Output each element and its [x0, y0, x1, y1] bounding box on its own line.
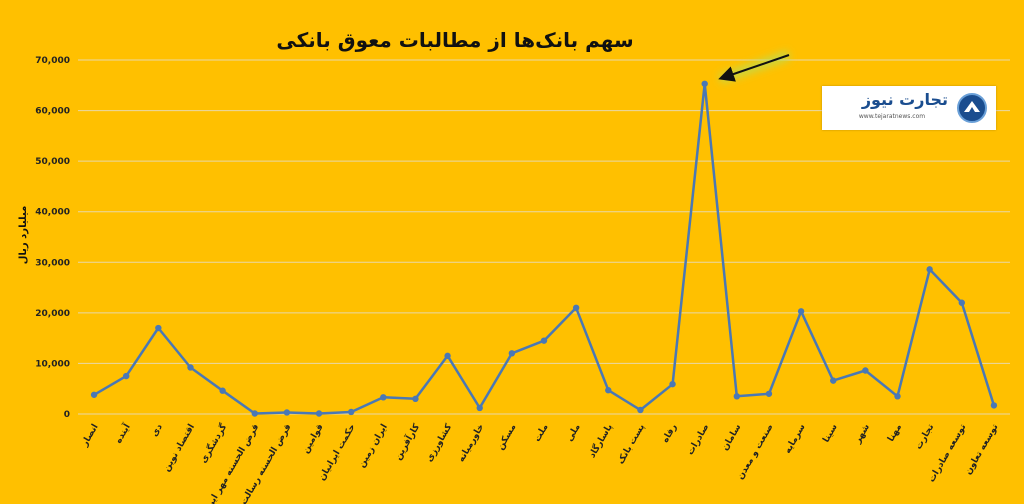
- data-point: [894, 393, 901, 400]
- data-point: [508, 350, 516, 357]
- data-point: [572, 304, 580, 311]
- logo-name: تجارت نیوز: [861, 90, 948, 109]
- x-tick-label: مسکن: [496, 423, 519, 452]
- data-point: [444, 352, 451, 360]
- x-tick-label: خاورمیانه: [457, 422, 487, 463]
- data-point: [701, 80, 708, 87]
- x-tick-label: اقتصاد نوین: [162, 423, 197, 474]
- x-tick-label: سینا: [821, 422, 840, 444]
- x-tick-label: ایران زمین: [357, 423, 390, 470]
- x-tick-label: انصار: [80, 423, 101, 450]
- peak-arrow: [718, 54, 790, 82]
- logo-emblem-icon: [957, 93, 987, 123]
- series-line: [93, 82, 996, 415]
- x-tick-label: سامان: [720, 422, 743, 452]
- x-tick-label: ملی: [565, 423, 583, 444]
- x-tick-label: صادرات: [686, 423, 712, 457]
- x-tick-label: پاسارگاد: [586, 422, 615, 460]
- x-tick-label: سرمایه: [783, 422, 808, 455]
- data-point: [926, 266, 933, 273]
- brand-logo: تجارت نیوز www.tejaratnews.com: [822, 86, 996, 130]
- data-point: [283, 409, 291, 416]
- data-point: [540, 337, 548, 344]
- x-tick-label: گردشگری: [197, 421, 229, 465]
- data-point: [315, 410, 323, 417]
- x-tick-label: مهنا: [886, 423, 904, 444]
- data-point: [830, 377, 837, 384]
- x-tick-label: شهر: [853, 422, 872, 446]
- data-point: [637, 406, 644, 414]
- x-tick-label: رفاه: [661, 423, 680, 445]
- y-tick-label: 20,000: [35, 309, 70, 319]
- data-point: [251, 410, 258, 417]
- data-point: [990, 402, 998, 409]
- data-point: [90, 391, 98, 398]
- data-point: [123, 372, 130, 380]
- data-point: [380, 394, 387, 401]
- y-axis-label: میلیارد ریال: [18, 206, 29, 265]
- data-point: [476, 404, 483, 412]
- y-tick-label: 0: [64, 410, 70, 420]
- y-tick-label: 40,000: [35, 208, 70, 218]
- data-point: [412, 395, 419, 403]
- x-tick-label: تجارت: [914, 423, 936, 452]
- y-tick-label: 10,000: [35, 359, 70, 369]
- chart-title: سهم بانک‌ها از مطالبات معوق بانکی: [276, 28, 633, 52]
- x-tick-label: دی: [150, 422, 165, 438]
- x-tick-label: حکمت ایرانیان: [317, 423, 358, 483]
- y-tick-label: 60,000: [35, 107, 70, 117]
- data-point: [605, 387, 612, 394]
- x-tick-label: توسعه تعاون: [964, 423, 1001, 477]
- x-tick-label: قوامین: [301, 422, 326, 455]
- peak-annotation: [718, 50, 791, 84]
- data-point: [669, 380, 676, 388]
- data-point: [347, 408, 355, 416]
- data-point: [765, 390, 773, 397]
- data-point: [862, 367, 869, 374]
- y-tick-label: 30,000: [35, 258, 70, 268]
- data-point: [187, 364, 194, 371]
- x-tick-label: کارآفرین: [392, 421, 423, 462]
- x-tick-label: آینده: [112, 421, 133, 446]
- x-tick-label: کشاورزی: [425, 422, 455, 464]
- data-point: [797, 308, 805, 315]
- x-tick-label: صنعت و معدن: [736, 423, 776, 482]
- y-tick-label: 50,000: [35, 157, 70, 167]
- data-point: [733, 393, 741, 400]
- data-point: [219, 387, 226, 394]
- y-axis-ticks: 0 10,000 20,000 30,000 40,000 50,000 60,000 70,…: [35, 56, 70, 420]
- logo-url: www.tejaratnews.com: [858, 113, 926, 120]
- x-tick-label: پست بانک: [616, 423, 647, 467]
- x-tick-label: ملت: [533, 423, 551, 444]
- data-point: [958, 299, 965, 306]
- series-polyline: [93, 82, 996, 415]
- gridlines: [78, 59, 1010, 415]
- series-points: [90, 80, 998, 417]
- data-point: [155, 324, 162, 332]
- y-tick-label: 70,000: [35, 56, 70, 66]
